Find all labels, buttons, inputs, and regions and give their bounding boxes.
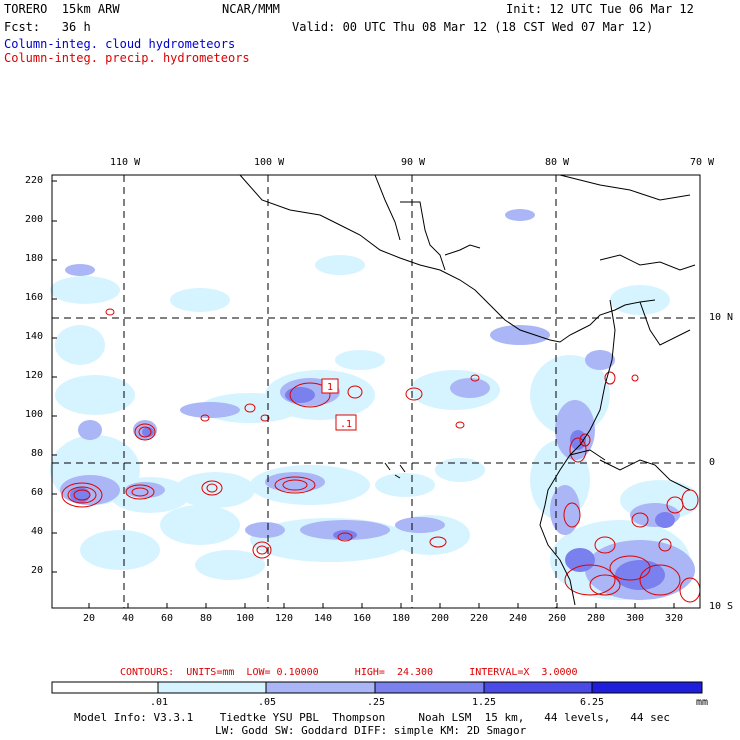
x-tick-label: 40 [122,613,135,624]
x-tick-label: 180 [392,613,411,624]
colorbar-label: 1.25 [472,697,497,708]
colorbar-label: .25 [367,697,386,708]
colorbar-label: 6.25 [580,697,605,708]
x-tick-label: 20 [83,613,96,624]
contour-label-box-2 [335,414,357,431]
lon-label-80w: 80 W [545,157,570,168]
x-tick-label: 240 [509,613,528,624]
x-tick-label: 200 [431,613,450,624]
lat-label-10n: 10 N [709,312,734,323]
field-cloud-title: Column-integ. cloud hydrometeors [4,37,236,51]
lon-label-90w: 90 W [401,157,426,168]
cloud-shading [50,209,700,600]
y-tick-label: 60 [31,487,44,498]
init-time: Init: 12 UTC Tue 06 Mar 12 [506,2,694,16]
forecast-hour: Fcst: 36 h [4,20,91,34]
map-frame [51,174,701,609]
x-tick-label: 300 [626,613,645,624]
lat-label-0: 0 [709,457,716,468]
y-tick-label: 120 [25,370,44,381]
x-tick-label: 260 [548,613,567,624]
model-info-line1: Model Info: V3.3.1 Tiedtke YSU PBL Thomp… [74,711,671,724]
x-tick-label: 320 [665,613,684,624]
y-tick-label: 80 [31,448,44,459]
y-tick-label: 20 [31,565,44,576]
colorbar [51,681,703,694]
org-label: NCAR/MMM [222,2,280,16]
x-tick-label: 280 [587,613,606,624]
colorbar-label: .01 [150,697,169,708]
y-tick-label: 220 [25,175,44,186]
contour-label-box-1 [321,378,339,394]
y-tick-label: 200 [25,214,44,225]
x-tick-label: 100 [236,613,255,624]
y-tick-label: 100 [25,409,44,420]
x-tick-label: 60 [161,613,174,624]
model-info-line2: LW: Godd SW: Goddard DIFF: simple KM: 2D… [215,724,527,737]
lon-label-70w: 70 W [690,157,715,168]
model-title: TORERO 15km ARW [4,2,120,16]
contour-label-1: 1 [327,382,333,393]
x-tick-label: 140 [314,613,333,624]
tick-marks [52,180,675,608]
x-tick-label: 160 [353,613,372,624]
lon-label-110w: 110 W [110,157,141,168]
contour-label-2: .1 [340,419,352,430]
y-tick-label: 140 [25,331,44,342]
colorbar-label: .05 [258,697,277,708]
x-tick-label: 80 [200,613,213,624]
colorbar-unit: mm [696,697,709,708]
field-precip-title: Column-integ. precip. hydrometeors [4,51,250,65]
lat-label-10s: 10 S [709,601,734,612]
x-tick-label: 120 [275,613,294,624]
y-tick-label: 40 [31,526,44,537]
coastlines [239,174,696,606]
lat-lon-grid [52,175,700,608]
y-tick-label: 160 [25,292,44,303]
precip-contours [61,308,701,603]
valid-time: Valid: 00 UTC Thu 08 Mar 12 (18 CST Wed … [292,20,654,34]
lon-label-100w: 100 W [254,157,285,168]
x-tick-label: 220 [470,613,489,624]
contour-info: CONTOURS: UNITS=mm LOW= 0.10000 HIGH= 24… [120,667,578,678]
y-tick-label: 180 [25,253,44,264]
